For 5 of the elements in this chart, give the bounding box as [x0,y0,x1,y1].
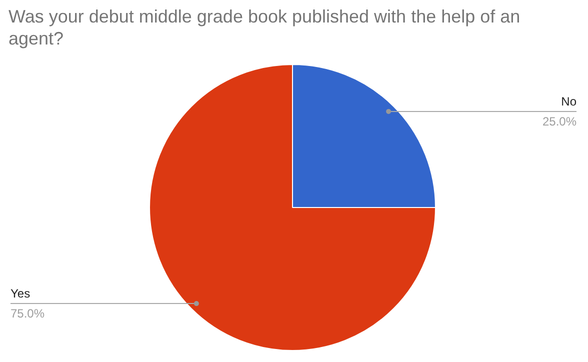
data-label: 25.0% [542,114,577,128]
slice-label: Yes [10,286,30,301]
data-label: 75.0% [10,306,45,321]
chart-title: Was your debut middle grade book published with the help of an agent? [8,6,520,48]
slice-label: No [561,94,577,108]
